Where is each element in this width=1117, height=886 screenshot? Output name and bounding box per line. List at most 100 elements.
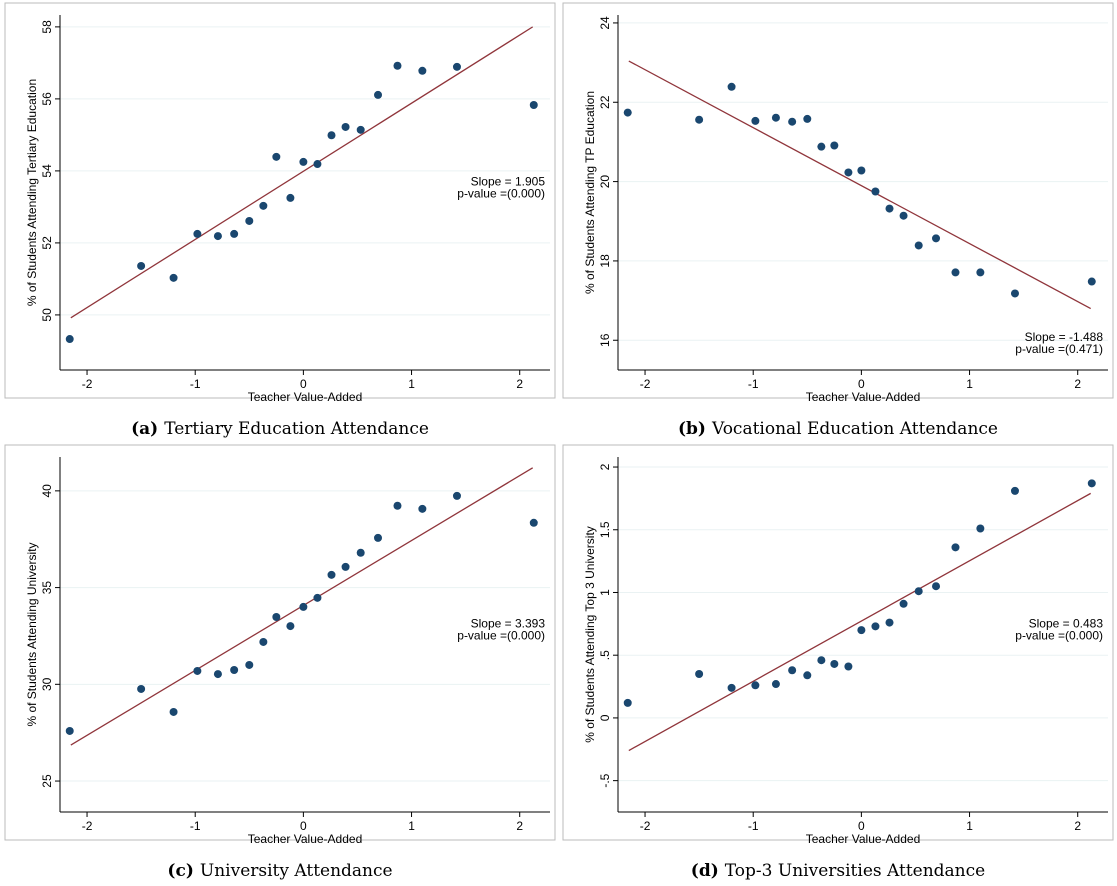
point bbox=[313, 160, 322, 169]
y-axis-label: % of Students Attending TP Education bbox=[583, 91, 597, 294]
point bbox=[137, 261, 146, 270]
panel: -.5 0 .5 1 1.5 2 -2 -1 0 1 2 Teacher Value-Added % o… bbox=[562, 444, 1114, 881]
x-tick-label: 1 bbox=[408, 377, 415, 391]
point bbox=[830, 659, 839, 668]
y-tick-label: .5 bbox=[598, 650, 612, 660]
x-tick-label: -2 bbox=[640, 377, 651, 391]
point bbox=[286, 193, 295, 202]
point bbox=[393, 501, 402, 510]
caption: (b) Vocational Education Attendance bbox=[678, 419, 998, 439]
point bbox=[374, 533, 383, 542]
point bbox=[418, 66, 427, 75]
caption: (a) Tertiary Education Attendance bbox=[131, 419, 429, 439]
point bbox=[871, 622, 880, 631]
x-tick-label: 1 bbox=[966, 377, 973, 391]
panel-frame bbox=[4, 2, 556, 399]
point bbox=[817, 142, 826, 151]
y-tick-label: 16 bbox=[598, 333, 612, 347]
x-tick-label: 2 bbox=[516, 819, 523, 833]
point bbox=[299, 602, 308, 611]
y-tick-label: -.5 bbox=[598, 773, 612, 787]
panel-frame bbox=[4, 444, 556, 841]
point bbox=[623, 698, 632, 707]
caption: (c) University Attendance bbox=[167, 861, 392, 881]
caption-text: Top-3 Universities Attendance bbox=[725, 861, 985, 881]
point bbox=[327, 131, 336, 140]
x-tick-label: -2 bbox=[82, 819, 93, 833]
x-tick-label: -1 bbox=[190, 377, 201, 391]
point bbox=[313, 593, 322, 602]
point bbox=[341, 562, 350, 571]
point bbox=[327, 570, 336, 579]
point bbox=[771, 113, 780, 122]
fit-line bbox=[70, 26, 534, 319]
x-tick-label: -2 bbox=[82, 377, 93, 391]
point bbox=[529, 518, 538, 527]
point bbox=[885, 204, 894, 213]
point bbox=[259, 637, 268, 646]
point bbox=[418, 504, 427, 513]
x-tick-label: 2 bbox=[516, 377, 523, 391]
y-tick-label: 35 bbox=[40, 581, 54, 595]
x-tick-label: 0 bbox=[858, 819, 865, 833]
point bbox=[286, 622, 295, 631]
annotation: p-value =(0.000) bbox=[1015, 629, 1103, 643]
point bbox=[771, 680, 780, 689]
y-axis-label: % of Students Attending University bbox=[25, 542, 39, 726]
y-tick-label: 50 bbox=[40, 308, 54, 322]
x-tick-label: 0 bbox=[858, 377, 865, 391]
point bbox=[951, 268, 960, 277]
point bbox=[899, 599, 908, 608]
point bbox=[976, 524, 985, 533]
y-tick-label: 56 bbox=[40, 92, 54, 106]
point bbox=[213, 232, 222, 241]
point bbox=[899, 211, 908, 220]
point bbox=[193, 229, 202, 238]
caption-text: University Attendance bbox=[200, 861, 393, 881]
point bbox=[1087, 277, 1096, 286]
point bbox=[885, 618, 894, 627]
point bbox=[356, 125, 365, 134]
caption-label: (b) bbox=[678, 419, 706, 439]
point bbox=[1010, 289, 1019, 298]
point bbox=[230, 666, 239, 674]
point bbox=[751, 681, 760, 690]
point bbox=[830, 141, 839, 150]
x-axis-label: Teacher Value-Added bbox=[248, 832, 363, 846]
caption-label: (c) bbox=[167, 861, 193, 881]
caption: (d) Top-3 Universities Attendance bbox=[691, 861, 985, 881]
point bbox=[623, 108, 632, 117]
x-tick-label: 2 bbox=[1074, 377, 1081, 391]
y-tick-label: 0 bbox=[598, 714, 612, 721]
point bbox=[169, 273, 178, 282]
point bbox=[844, 168, 853, 177]
point bbox=[529, 101, 538, 110]
point bbox=[452, 62, 461, 71]
annotation: Slope = 1.905 bbox=[471, 175, 546, 189]
annotation: Slope = 3.393 bbox=[471, 617, 546, 631]
panel-frame bbox=[562, 2, 1114, 399]
y-tick-label: 40 bbox=[40, 484, 54, 498]
y-axis-label: % of Students Attending Top 3 University bbox=[583, 526, 597, 743]
y-tick-label: 20 bbox=[598, 175, 612, 189]
annotation: p-value =(0.471) bbox=[1015, 342, 1103, 356]
point bbox=[803, 114, 812, 123]
x-tick-label: -1 bbox=[748, 377, 759, 391]
y-axis-label: % of Students Attending Tertiary Educati… bbox=[25, 79, 39, 306]
point bbox=[932, 582, 941, 591]
x-tick-label: 0 bbox=[300, 377, 307, 391]
point bbox=[857, 626, 866, 635]
point bbox=[341, 122, 350, 131]
point bbox=[788, 117, 797, 126]
point bbox=[951, 543, 960, 552]
point bbox=[230, 229, 239, 238]
x-axis-label: Teacher Value-Added bbox=[806, 832, 921, 846]
panel: 25 30 35 40 -2 -1 0 1 2 Teacher Value-Added % of S… bbox=[4, 444, 556, 881]
y-tick-label: 18 bbox=[598, 254, 612, 268]
y-tick-label: 58 bbox=[40, 20, 54, 34]
point bbox=[374, 90, 383, 99]
point bbox=[137, 684, 146, 693]
point bbox=[695, 115, 704, 124]
point bbox=[727, 82, 736, 91]
point bbox=[65, 726, 74, 735]
